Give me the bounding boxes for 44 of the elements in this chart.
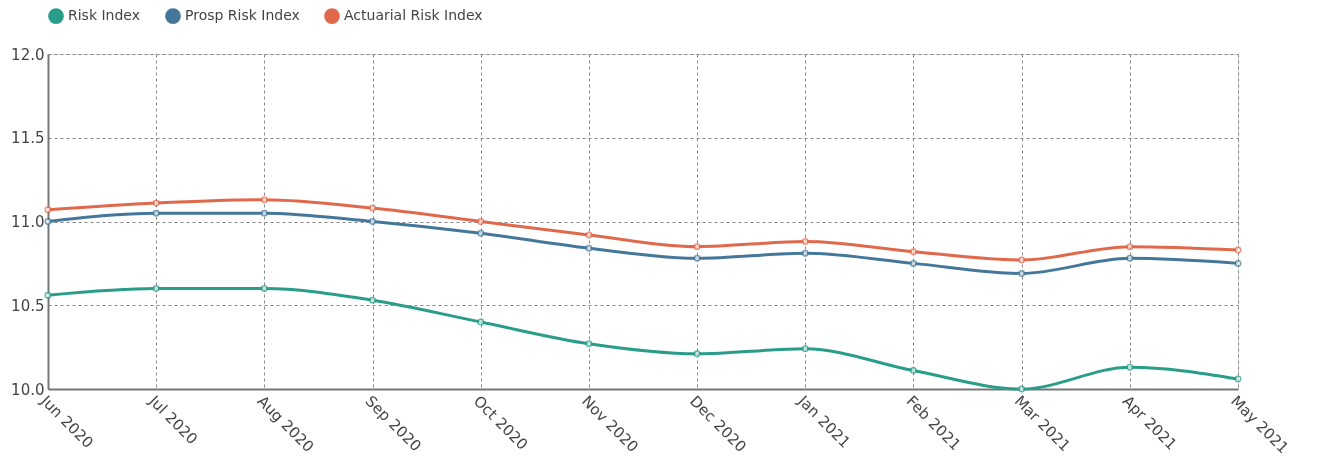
legend-label: Prosp Risk Index [185, 7, 300, 24]
point [260, 196, 268, 204]
point [477, 229, 485, 237]
point [1234, 259, 1242, 267]
y-tick-label: 10.5 [11, 296, 45, 315]
point [44, 291, 52, 299]
point [1126, 243, 1134, 251]
point [369, 218, 377, 225]
point [477, 218, 485, 225]
point [909, 259, 917, 267]
point [369, 296, 377, 304]
point [909, 248, 917, 256]
point [44, 218, 52, 225]
legend-label: Actuarial Risk Index [344, 7, 483, 24]
point [152, 199, 160, 207]
point [1018, 385, 1026, 393]
point [693, 243, 701, 251]
point [152, 209, 160, 217]
point [693, 254, 701, 262]
point [585, 340, 593, 348]
point [260, 285, 268, 292]
point [1126, 254, 1134, 262]
point [369, 204, 377, 212]
y-tick-label: 12.0 [11, 45, 45, 64]
point [1018, 256, 1026, 264]
point [585, 244, 593, 252]
y-tick-label: 11.0 [11, 213, 45, 231]
point [477, 318, 485, 326]
y-tick-label: 11.5 [11, 129, 45, 148]
point [1126, 363, 1134, 371]
point [1234, 246, 1242, 254]
point [152, 285, 160, 292]
point [801, 249, 809, 257]
point [801, 345, 809, 353]
legend-label: Risk Index [68, 7, 141, 24]
point [801, 238, 809, 246]
y-tick-label: 10.0 [11, 380, 45, 399]
point [585, 231, 593, 239]
point [260, 209, 268, 217]
point [1018, 269, 1026, 277]
point [693, 350, 701, 358]
point [909, 367, 917, 375]
point [1234, 375, 1242, 383]
point [44, 206, 52, 214]
